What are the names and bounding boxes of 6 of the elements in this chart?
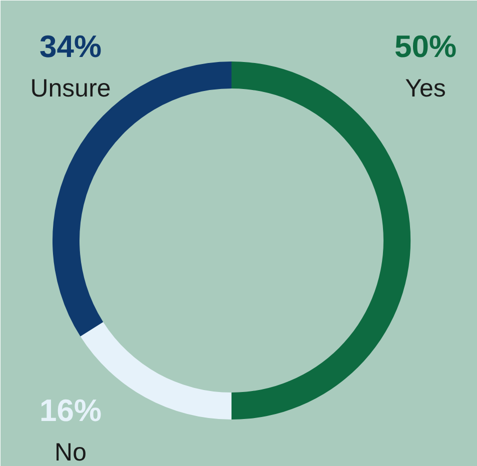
data-label: 34% [39,29,102,64]
slice-label: No [54,438,86,466]
slice-label: Yes [405,74,446,102]
data-label: 50% [394,29,457,64]
slice-label: Unsure [30,74,111,102]
data-label: 16% [39,393,102,428]
